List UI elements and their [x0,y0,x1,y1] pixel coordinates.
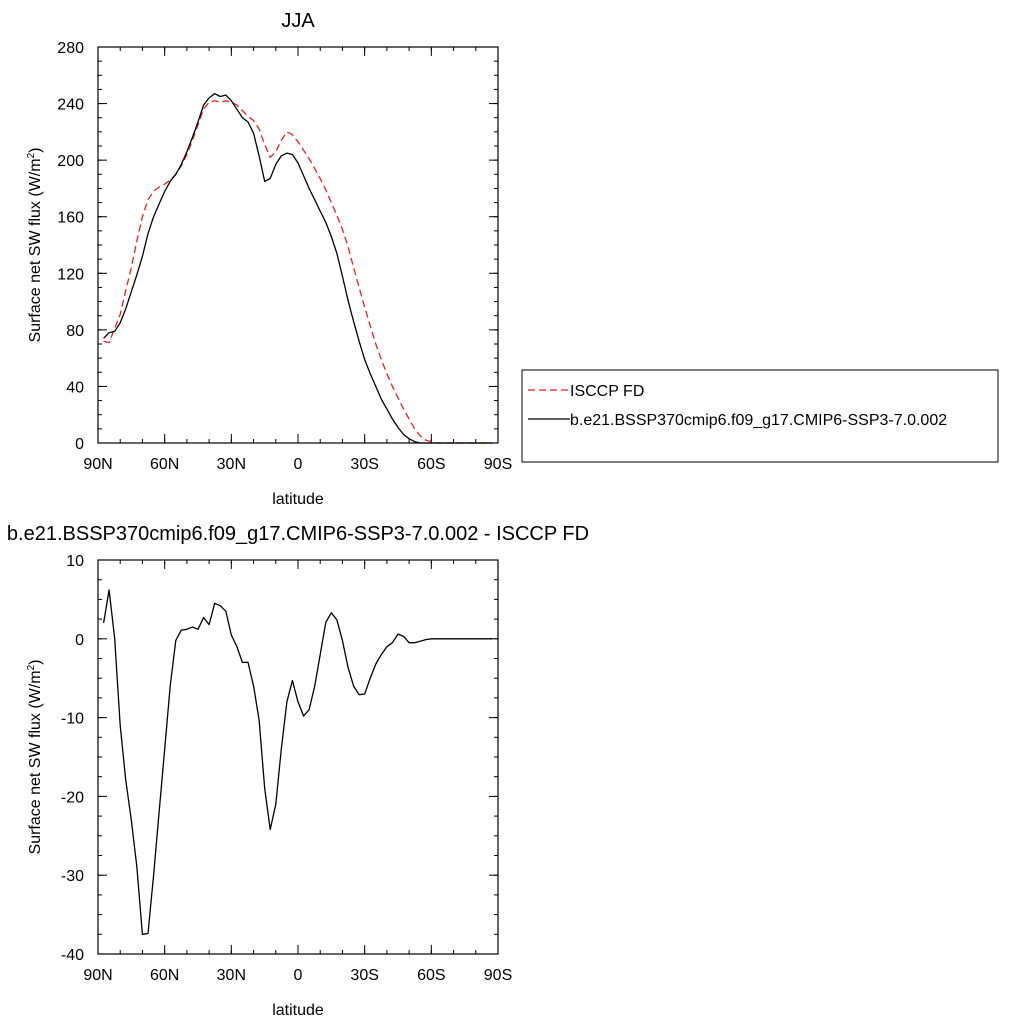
y-tick-label: 10 [66,553,84,570]
y-axis-label-main: Surface net SW flux (W/m [27,158,44,342]
x-tick-label: 60S [417,967,445,984]
x-tick-label: 90S [484,456,512,473]
legend-label-1: b.e21.BSSP370cmip6.f09_g17.CMIP6-SSP3-7.… [570,412,947,429]
x-tick-label: 90N [83,967,112,984]
y-tick-label: -40 [61,947,84,964]
y-tick-label: -20 [61,789,84,806]
series-line-1 [103,93,493,444]
x-tick-label: 0 [294,456,303,473]
x-tick-label: 60N [150,456,179,473]
chart-title: JJA [281,10,315,32]
y-axis-label-superscript: 2 [26,152,37,158]
y-axis-label-close: ) [27,660,44,665]
legend: ISCCP FD b.e21.BSSP370cmip6.f09_g17.CMIP6… [521,369,999,463]
y-tick-label: 120 [57,266,84,283]
top-chart-panel: JJA 90N 60N 30N 0 30S 60S 90S 0 40 80 120 160 200 240 2… [26,10,512,508]
y-tick-label: 0 [75,436,84,453]
series-line-0 [102,589,493,935]
x-axis-label: latitude [272,491,324,508]
y-axis-label-main: Surface net SW flux (W/m [27,670,44,854]
x-axis-label: latitude [272,1002,324,1019]
x-tick-label: 30S [350,456,378,473]
x-tick-label: 30N [217,967,246,984]
legend-label-0: ISCCP FD [570,383,644,400]
x-tick-label: 90N [83,456,112,473]
legend-box [521,369,999,463]
y-tick-label: 200 [57,153,84,170]
y-axis-label-superscript: 2 [26,664,37,670]
series-line-0 [103,100,493,444]
bottom-chart-panel: b.e21.BSSP370cmip6.f09_g17.CMIP6-SSP3-7.… [7,523,589,1019]
plot-frame [97,559,499,955]
x-tick-label: 30S [350,967,378,984]
y-tick-label: 80 [66,323,84,340]
y-tick-label: 40 [66,379,84,396]
y-axis-label-close: ) [27,148,44,153]
y-tick-label: 240 [57,97,84,114]
x-tick-label: 90S [484,967,512,984]
y-tick-label: 280 [57,40,84,57]
chart-title: b.e21.BSSP370cmip6.f09_g17.CMIP6-SSP3-7.… [7,523,589,545]
y-tick-label: -10 [61,711,84,728]
plot-frame [97,46,499,444]
x-tick-label: 60S [417,456,445,473]
y-tick-label: 160 [57,210,84,227]
x-tick-label: 30N [217,456,246,473]
x-tick-label: 0 [294,967,303,984]
x-tick-label: 60N [150,967,179,984]
y-axis-label: Surface net SW flux (W/m2) [26,148,44,343]
y-axis-label: Surface net SW flux (W/m2) [26,660,44,855]
y-tick-label: 0 [75,632,84,649]
y-tick-label: -30 [61,868,84,885]
